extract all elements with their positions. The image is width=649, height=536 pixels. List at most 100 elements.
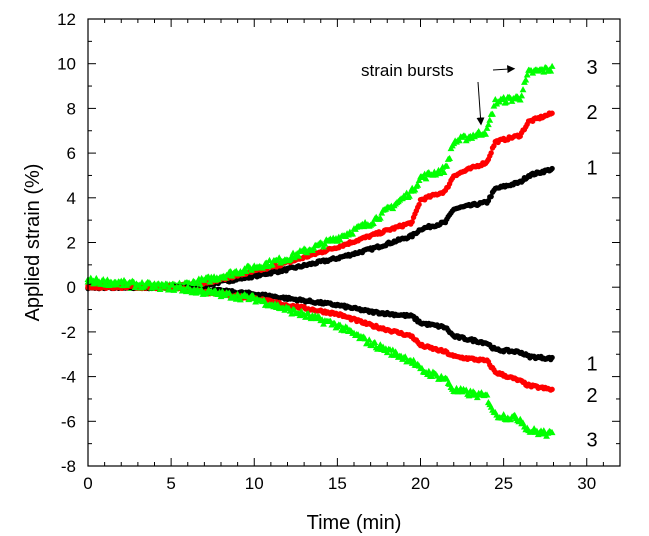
- data-point: [549, 110, 555, 116]
- data-point: [518, 92, 526, 99]
- series-1-upper: [85, 165, 555, 292]
- series-3-lower: [84, 274, 556, 439]
- x-tick-label: 25: [494, 474, 513, 493]
- data-point: [425, 367, 433, 374]
- data-point: [361, 335, 369, 342]
- tick-marks: [87, 18, 620, 467]
- data-point: [549, 386, 555, 393]
- data-point: [516, 415, 524, 422]
- x-tick-label: 30: [577, 474, 596, 493]
- data-point: [491, 143, 497, 149]
- data-point: [443, 375, 451, 382]
- y-tick-label: 4: [67, 189, 76, 208]
- data-points: [84, 62, 556, 439]
- data-point: [488, 150, 494, 156]
- data-point: [242, 267, 250, 275]
- data-point: [482, 130, 490, 137]
- x-tick-label: 15: [328, 474, 347, 493]
- data-point: [268, 261, 276, 268]
- series-labels: 1 2 3 1 2 3: [587, 57, 598, 452]
- data-point: [461, 132, 469, 139]
- y-tick-label: -6: [61, 412, 76, 431]
- data-point: [519, 86, 527, 93]
- data-point: [92, 274, 100, 282]
- plot-frame: [87, 18, 621, 467]
- series-label-3-upper: 3: [587, 57, 598, 79]
- data-point: [516, 96, 524, 103]
- data-point: [547, 67, 555, 74]
- data-point: [422, 175, 430, 182]
- annotation-arrow: [476, 81, 485, 126]
- y-tick-label: -2: [61, 323, 76, 342]
- data-point: [336, 236, 344, 243]
- x-tick-label: 5: [166, 474, 175, 493]
- y-tick-label: -4: [61, 368, 76, 387]
- data-point: [416, 201, 422, 208]
- data-point: [260, 296, 268, 303]
- data-point: [549, 354, 555, 361]
- data-point: [166, 285, 174, 293]
- data-point: [543, 432, 550, 439]
- data-point: [446, 154, 453, 161]
- x-tick-labels: 0 5 10 15 20 25 30: [83, 474, 596, 493]
- series-3-upper: [84, 62, 556, 292]
- data-point: [403, 189, 411, 196]
- y-tick-label: 8: [67, 99, 76, 118]
- data-point: [548, 62, 556, 69]
- data-point: [152, 283, 160, 290]
- annotation-arrow: [492, 65, 516, 74]
- data-point: [401, 353, 409, 360]
- data-point: [321, 240, 329, 247]
- data-point: [488, 193, 494, 200]
- data-point: [411, 186, 419, 193]
- data-point: [275, 254, 283, 261]
- data-point: [365, 336, 373, 343]
- data-point: [462, 386, 470, 393]
- data-point: [409, 219, 415, 225]
- series-label-1-lower: 1: [587, 354, 598, 376]
- data-point: [225, 289, 233, 296]
- data-point: [523, 71, 531, 78]
- data-point: [196, 280, 204, 288]
- data-point: [443, 162, 451, 169]
- data-point: [406, 192, 413, 199]
- data-point: [483, 391, 491, 398]
- data-point: [522, 76, 530, 83]
- data-point: [548, 429, 556, 436]
- y-tick-label: 12: [57, 10, 76, 29]
- series-label-2-upper: 2: [587, 102, 598, 124]
- data-point: [349, 230, 357, 237]
- data-point: [169, 281, 176, 288]
- data-point: [198, 286, 206, 293]
- annotation-strain-bursts: strain bursts: [361, 61, 454, 80]
- x-tick-label: 20: [411, 474, 430, 493]
- y-tick-label: 2: [67, 234, 76, 253]
- data-point: [371, 338, 379, 346]
- data-point: [331, 319, 339, 327]
- x-tick-label: 0: [83, 474, 92, 493]
- y-tick-label: 6: [67, 144, 76, 163]
- series-label-2-lower: 2: [587, 385, 598, 407]
- data-point: [484, 121, 492, 128]
- data-point: [369, 219, 377, 226]
- data-point: [486, 116, 494, 123]
- data-point: [440, 168, 448, 175]
- data-point: [99, 275, 107, 283]
- y-tick-label: 0: [67, 278, 76, 297]
- data-point: [549, 165, 555, 172]
- data-point: [483, 124, 491, 131]
- annotation-group: strain bursts: [361, 61, 516, 126]
- data-point: [138, 279, 146, 286]
- y-tick-label: 10: [57, 55, 76, 74]
- data-point: [410, 356, 417, 363]
- data-point: [156, 285, 164, 293]
- data-point: [502, 98, 510, 105]
- series-label-3-lower: 3: [587, 430, 598, 452]
- data-point: [414, 181, 422, 188]
- series-label-1-upper: 1: [587, 158, 598, 180]
- data-point: [266, 256, 273, 263]
- data-point: [415, 176, 423, 183]
- data-point: [489, 110, 496, 117]
- data-point: [468, 134, 476, 141]
